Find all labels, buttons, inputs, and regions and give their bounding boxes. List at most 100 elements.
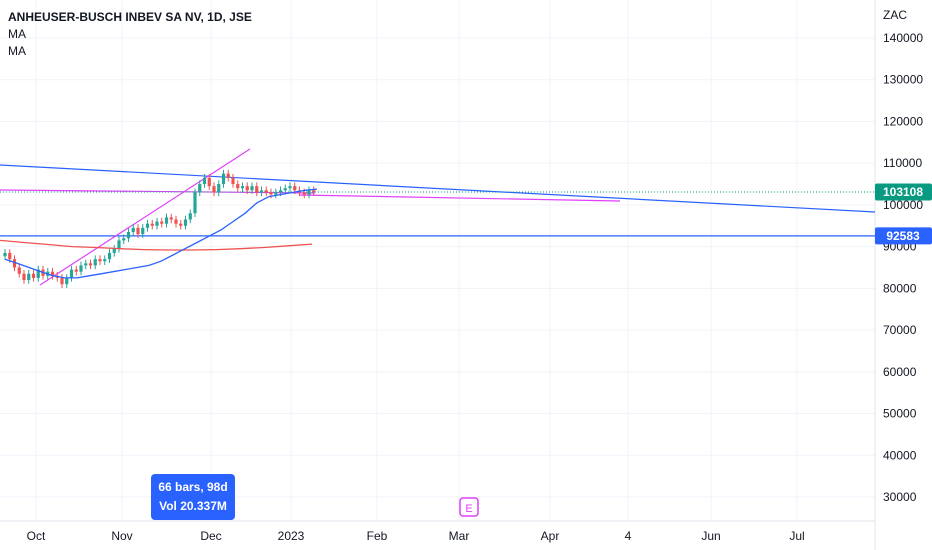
candle-body: [117, 240, 121, 249]
y-tick-label: 60000: [883, 365, 917, 379]
candles-layer: [3, 169, 316, 288]
range-measure-tooltip: 66 bars, 98d Vol 20.337M: [151, 474, 235, 520]
candle-body: [288, 186, 292, 189]
x-tick-label: 2023: [278, 529, 305, 543]
candle-body: [231, 177, 235, 185]
candle-body: [160, 221, 164, 224]
symbol-title[interactable]: ANHEUSER-BUSCH INBEV SA NV, 1D, JSE: [8, 10, 252, 24]
x-tick-label: Nov: [111, 529, 132, 543]
event-marker[interactable]: E: [459, 497, 479, 517]
candle-body: [179, 223, 183, 226]
last-price-badge: 103108: [875, 183, 932, 201]
candle-body: [226, 173, 230, 178]
x-tick-label: Mar: [449, 529, 470, 543]
currency-label: ZAC: [883, 8, 907, 22]
candle-body: [174, 219, 178, 224]
y-tick-label: 70000: [883, 323, 917, 337]
moving-averages: [0, 188, 318, 279]
chart-grid: [0, 0, 875, 521]
candle-body: [293, 186, 297, 191]
candle-body: [79, 265, 83, 272]
y-tick-label: 40000: [883, 448, 917, 462]
candle-body: [84, 263, 88, 266]
y-tick-label: 50000: [883, 407, 917, 421]
candle-body: [22, 273, 26, 281]
candle-body: [103, 259, 107, 262]
price-axis[interactable]: 3000040000500006000070000800009000010000…: [883, 31, 923, 504]
candle-body: [8, 252, 12, 260]
candle-body: [255, 186, 259, 193]
candle-body: [250, 186, 254, 191]
x-tick-label: Jun: [701, 529, 720, 543]
candle-body: [50, 271, 55, 276]
level-price-label: 92583: [886, 229, 920, 243]
candle-body: [74, 269, 78, 272]
candle-body: [207, 177, 211, 187]
candle-body: [269, 192, 273, 195]
candle-body: [136, 227, 140, 235]
candle-body: [112, 248, 116, 253]
last-price-label: 103108: [883, 185, 923, 199]
candle-body: [236, 184, 240, 189]
chart-legend: ANHEUSER-BUSCH INBEV SA NV, 1D, JSE MA M…: [8, 9, 252, 60]
x-tick-label: Oct: [27, 529, 46, 543]
candle-body: [274, 192, 278, 195]
y-tick-label: 130000: [883, 73, 923, 87]
indicator-ma-1[interactable]: MA: [8, 27, 26, 41]
candle-body: [107, 252, 112, 260]
y-tick-label: 100000: [883, 198, 923, 212]
ma-short-line: [4, 188, 318, 279]
candle-body: [31, 273, 36, 278]
candle-body: [17, 267, 21, 274]
event-marker-label: E: [465, 503, 472, 515]
candle-body: [141, 227, 145, 235]
candle-body: [283, 188, 287, 191]
level-price-badge: 92583: [875, 227, 932, 245]
y-tick-label: 110000: [883, 156, 922, 170]
candle-body: [198, 184, 202, 193]
candle-body: [69, 269, 74, 278]
candle-body: [131, 227, 135, 233]
candle-body: [193, 192, 197, 214]
candle-body: [122, 238, 126, 241]
candle-body: [217, 184, 221, 193]
candle-body: [27, 273, 31, 281]
candle-body: [302, 192, 306, 195]
candle-body: [307, 190, 311, 195]
candle-body: [164, 217, 169, 224]
candle-body: [259, 190, 264, 193]
x-tick-label: Apr: [541, 529, 560, 543]
candle-body: [202, 177, 207, 185]
candle-body: [145, 223, 150, 228]
time-axis[interactable]: Oct Nov Dec 2023 Feb Mar Apr 4 Jun Jul: [27, 529, 805, 543]
y-tick-label: 120000: [883, 114, 923, 128]
magenta-extension-line: [299, 194, 621, 202]
candle-body: [36, 269, 40, 278]
candle-body: [155, 221, 159, 226]
candle-body: [126, 232, 131, 239]
candle-body: [169, 217, 173, 220]
candle-body: [150, 223, 154, 226]
candle-body: [278, 190, 283, 193]
candle-body: [240, 186, 245, 189]
y-tick-label: 140000: [883, 31, 923, 45]
candle-body: [221, 173, 226, 185]
y-tick-label: 30000: [883, 490, 917, 504]
candle-body: [3, 252, 7, 257]
volume-label: Vol 20.337M: [159, 499, 227, 513]
drawing-layer[interactable]: [0, 148, 876, 286]
descending-trendline: [0, 164, 876, 213]
magenta-resistance-line: [0, 189, 316, 194]
candle-body: [98, 259, 102, 262]
candle-body: [183, 219, 188, 226]
y-tick-label: 80000: [883, 281, 917, 295]
x-tick-label: Dec: [200, 529, 221, 543]
candle-body: [12, 259, 17, 268]
candle-body: [93, 259, 97, 266]
x-tick-label: Jul: [789, 529, 804, 543]
candle-body: [188, 213, 192, 220]
ma-long-line: [0, 239, 313, 251]
candle-body: [245, 186, 249, 191]
indicator-ma-2[interactable]: MA: [8, 44, 26, 58]
